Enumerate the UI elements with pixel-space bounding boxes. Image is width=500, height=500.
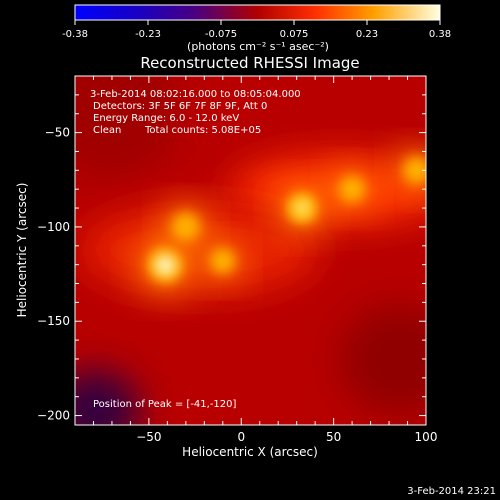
heatmap-area	[74, 75, 427, 426]
y-tick-label: −200	[37, 409, 70, 423]
x-tick-label: 50	[326, 430, 341, 444]
plot-frame	[74, 75, 427, 426]
colorbar-unit-label: (photons cm⁻² s⁻¹ asec⁻²)	[187, 40, 329, 53]
total-counts-text: Total counts: 5.08E+05	[144, 125, 261, 136]
colorbar-tick-label: -0.23	[135, 29, 161, 40]
colorbar: -0.38 -0.23 -0.075 0.075 0.23 0.38 (photons c…	[62, 4, 451, 53]
dark-region-upper-left	[75, 76, 180, 180]
x-tick-label: 0	[237, 430, 245, 444]
emission-peak-core	[293, 199, 311, 217]
x-tick-label: 100	[415, 430, 438, 444]
energy-range-text: Energy Range: 6.0 - 12.0 keV	[93, 113, 239, 124]
colorbar-tick-label: 0.075	[280, 29, 309, 40]
chart-title: Reconstructed RHESSI Image	[140, 54, 359, 72]
emission-peak	[338, 175, 366, 203]
dark-region-lower-left	[75, 370, 140, 425]
footer-timestamp: 3-Feb-2014 23:21	[407, 486, 496, 497]
y-tick-label: −150	[37, 314, 70, 328]
y-axis: −50 −100 −150 −200	[37, 75, 426, 423]
emission-peak	[403, 156, 426, 185]
y-tick-label: −50	[45, 126, 70, 140]
colorbar-tick-label: 0.23	[356, 29, 378, 40]
detectors-text: Detectors: 3F 5F 6F 7F 8F 9F, Att 0	[93, 101, 267, 112]
x-axis: −50 0 50 100	[92, 76, 438, 444]
emission-peak-core	[155, 254, 176, 275]
x-axis-label: Heliocentric X (arcsec)	[182, 445, 318, 459]
peak-position-text: Position of Peak = [-41,-120]	[93, 399, 237, 410]
y-tick-label: −100	[37, 220, 70, 234]
colorbar-tick-label: 0.38	[429, 29, 451, 40]
colorbar-tick-label: -0.075	[205, 29, 237, 40]
colorbar-tick-label: -0.38	[62, 29, 88, 40]
emission-peak	[171, 212, 201, 242]
annotations: 3-Feb-2014 08:02:16.000 to 08:05:04.000 …	[90, 89, 301, 410]
clean-text: Clean	[93, 125, 121, 136]
y-axis-label: Heliocentric Y (arcsec)	[15, 183, 29, 318]
colorbar-gradient	[74, 4, 441, 21]
time-range-text: 3-Feb-2014 08:02:16.000 to 08:05:04.000	[90, 89, 301, 100]
dark-region-lower-right	[340, 305, 426, 415]
emission-peak	[210, 248, 236, 274]
x-tick-label: −50	[136, 430, 161, 444]
